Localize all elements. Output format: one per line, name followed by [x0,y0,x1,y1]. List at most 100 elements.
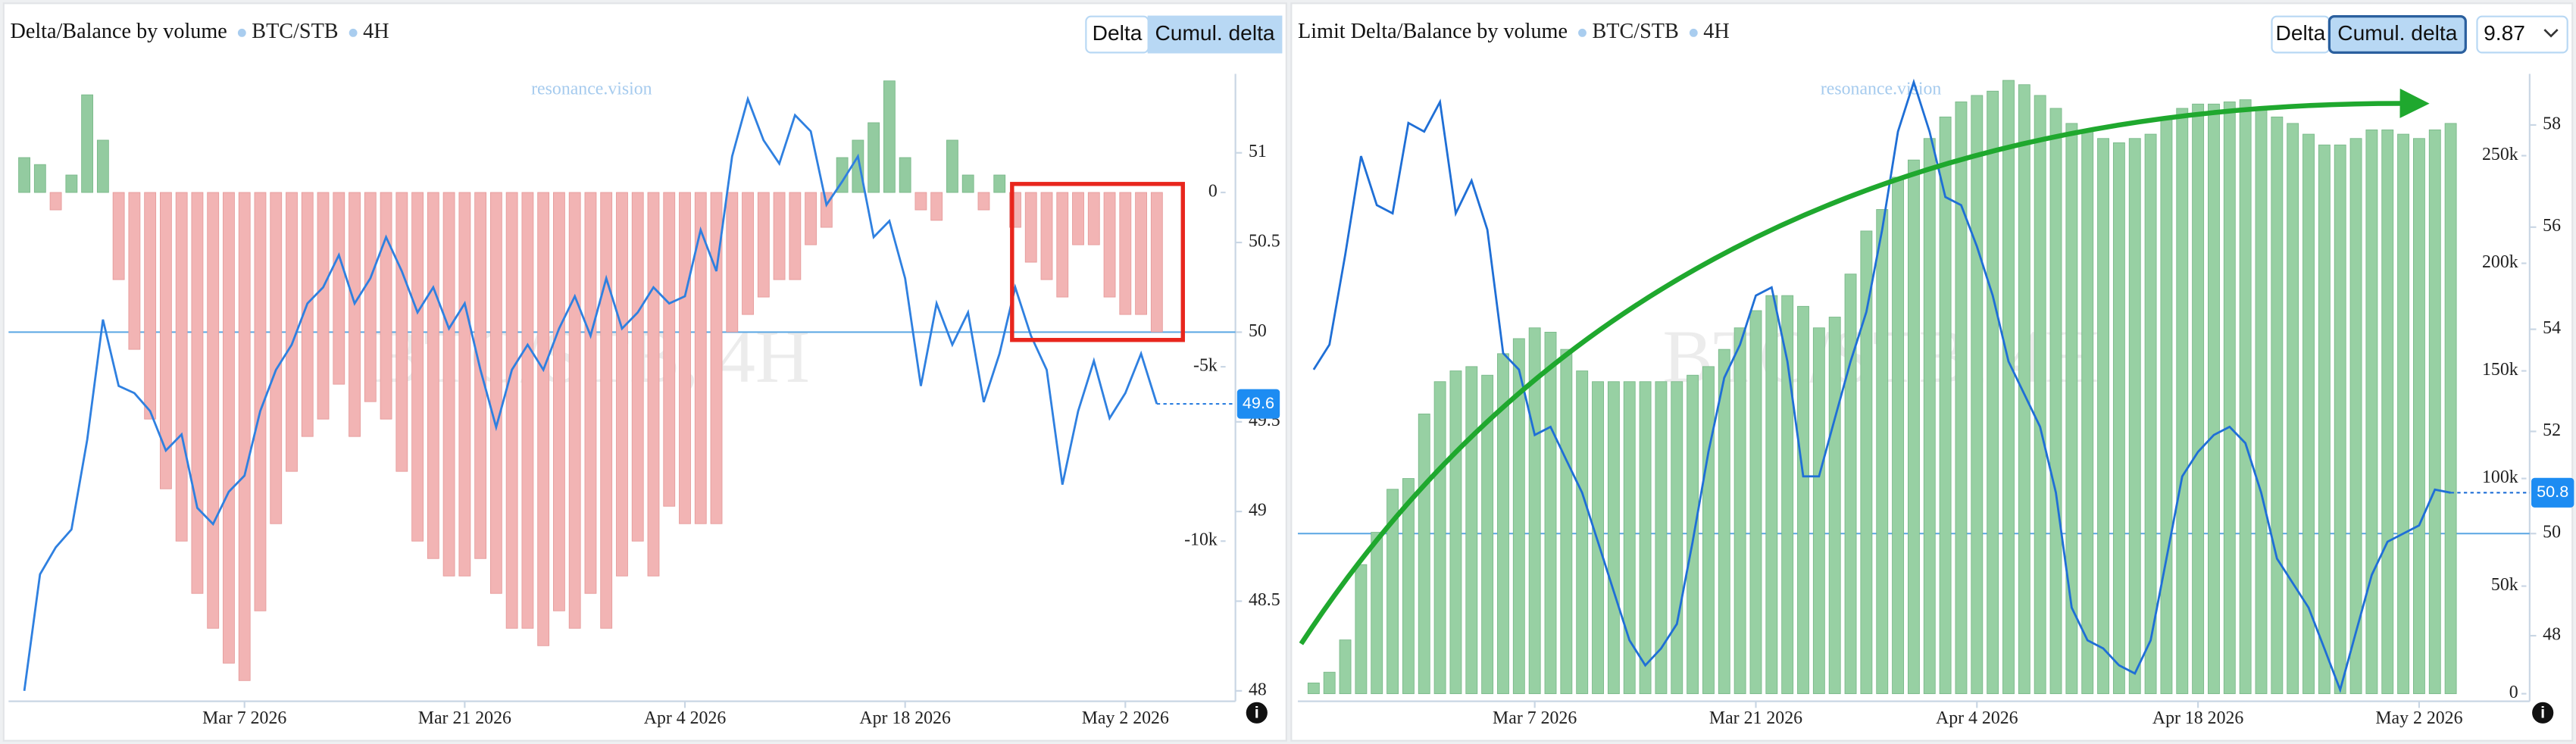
toggle-button[interactable] [2327,15,2467,54]
toggle-button[interactable] [1147,15,1283,54]
bar [553,192,565,611]
bar [2255,108,2268,695]
bar [1323,671,1336,695]
y-tick-label: 100k [2482,467,2518,487]
bar [474,192,487,559]
dropdown-value[interactable]: 9.87 [2484,20,2525,45]
bar [757,192,770,298]
bar [144,192,157,420]
bar [2002,80,2015,695]
bar [742,192,754,315]
bar [1371,532,1383,695]
info-icon[interactable] [1246,702,1268,724]
bar [1812,327,1825,695]
last-price-label: 50.8 [2537,482,2568,501]
y2-tick-label: 58 [2543,114,2561,133]
x-tick-label: Apr 18 2026 [859,708,951,728]
toggle-button-label[interactable]: Delta [1093,20,1143,45]
bar [1449,370,1462,695]
bar [993,174,1006,193]
y2-tick-label: 48.5 [1249,590,1280,610]
bar [773,192,786,280]
bar [1765,295,1778,695]
legend-dot [1689,28,1698,37]
dropdown-chevron [2543,29,2559,38]
dropdown[interactable] [2476,15,2568,54]
bar [160,192,172,489]
x-tick-label: Apr 4 2026 [1936,708,2018,728]
bar [694,192,707,524]
bar [18,157,30,193]
bar [1560,349,1573,695]
bar [930,192,943,221]
y2-tick-label: 54 [2543,318,2561,338]
price-line [23,95,1158,692]
bar [521,192,534,629]
bar [2065,123,2078,695]
y-tick-label: 200k [2482,252,2518,272]
toggle-button-label[interactable]: Delta [2276,20,2326,45]
bar [631,192,644,542]
bar [977,192,990,211]
bar [726,192,739,333]
bar [489,192,502,594]
y2-tick-label: 50 [1249,321,1267,341]
y2-tick-label: 48 [1249,680,1267,699]
bar [2223,102,2236,695]
bar [254,192,267,611]
legend-text: BTC/STB [252,20,338,43]
y2-tick-label: 56 [2543,216,2561,236]
bar [1307,682,1320,695]
bar [914,192,927,211]
info-icon[interactable] [2532,702,2554,724]
bar [81,94,94,193]
bar [2176,108,2189,695]
toggle-button-label[interactable]: Cumul. delta [2337,20,2457,45]
bar [395,192,408,472]
bar [2192,103,2205,695]
bar [1828,317,1841,695]
x-tick-label: Apr 4 2026 [644,708,727,728]
y-tick-label: 50k [2491,575,2518,595]
bar [1418,413,1430,695]
charts: Delta/Balance by volume BTC/STB 4H Delta Cum… [8,15,2574,728]
y2-tick-label: 52 [2543,420,2561,440]
bar [1119,192,1132,315]
bar [1733,327,1746,695]
bar [2160,116,2173,695]
info-icon-label[interactable]: i [2540,703,2545,722]
bar [663,192,676,507]
bar [65,174,78,193]
bar [1339,639,1352,695]
bar [1639,381,1652,695]
bar [883,80,896,193]
price-line [1312,78,2451,694]
bar [505,192,518,629]
bar [679,192,691,524]
y-tick-label: 150k [2482,360,2518,380]
trend-arrow [1299,88,2430,646]
bar [364,192,377,402]
bar [1939,116,1952,695]
bar [2144,133,2157,695]
legend-dot [1578,28,1587,37]
bar [223,192,235,664]
bar [1150,192,1163,333]
bar [96,139,109,193]
y2-tick-label: 48 [2543,625,2561,645]
bar [2239,99,2252,695]
last-price-box [1236,389,1280,419]
bar [647,192,660,577]
bar [2128,138,2141,695]
bar [1844,274,1857,695]
watermark: resonance.vision [531,80,652,99]
toggle-button-label[interactable]: Cumul. delta [1155,20,1274,45]
bar [616,192,628,577]
y-tick-label: -5k [1193,356,1218,376]
watermark: resonance.vision [1821,80,1942,99]
bar [1402,478,1415,695]
info-icon-label[interactable]: i [1255,703,1259,722]
bar [349,192,361,437]
x-tick-label: Mar 7 2026 [202,708,286,728]
bar [1056,192,1069,298]
